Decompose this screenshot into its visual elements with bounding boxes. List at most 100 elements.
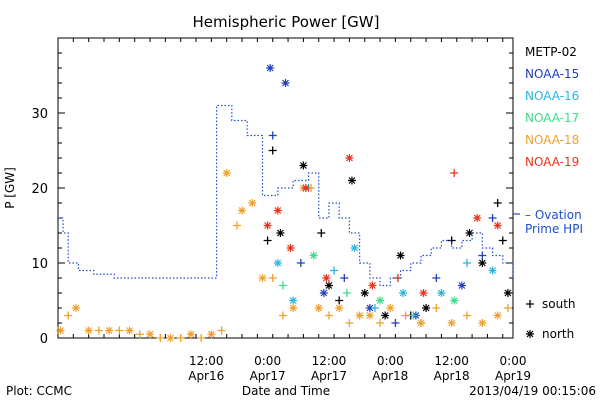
legend-entry: NOAA-15 [525,67,579,81]
data-point-star [376,296,385,305]
series-noaa-16 [273,184,497,327]
data-point-plus [217,326,226,335]
data-point-plus [526,300,534,308]
ovation-step-line [58,104,514,287]
data-point-plus [176,334,185,342]
data-point-star [419,289,428,297]
y-axis-label: P [GW] [3,167,17,209]
data-point-star [309,251,318,260]
data-point-star [526,330,534,338]
data-point-star [286,244,295,252]
data-point-star [355,311,364,320]
data-point-star [105,326,114,335]
x-axis-label: Date and Time [242,384,330,398]
x-tick-label-time: 0:00 [500,354,527,368]
data-point-plus [232,221,241,230]
x-tick-label-date: Apr17 [250,369,286,383]
series-noaa-15 [266,64,497,327]
data-point-star [335,304,344,312]
data-point-star [71,304,80,312]
data-point-plus [488,214,497,222]
data-point-star [488,266,497,275]
data-point-plus [330,266,339,275]
data-point-star [314,304,323,312]
legend-ovation: Prime HPI [525,222,583,236]
data-point-star [457,281,466,290]
x-tick-label-time: 12:00 [189,354,224,368]
data-point-star [258,274,267,282]
data-point-star [289,304,298,312]
data-point-star [381,311,390,320]
data-point-star [493,311,502,320]
data-point-star [322,274,331,282]
data-point-plus [340,274,349,282]
series-metp-02 [263,146,512,320]
x-tick-label-date: Apr18 [372,369,408,383]
data-point-star [360,289,369,297]
data-point-plus [401,311,410,320]
legend-entry: NOAA-17 [525,111,579,125]
data-point-star [324,281,333,290]
data-point-star [350,244,359,252]
data-point-star [386,304,395,312]
data-point-star [416,319,425,327]
data-point-star [347,176,356,185]
data-point-plus [268,131,277,140]
data-point-star [368,281,377,290]
data-point-star [222,169,231,177]
data-point-plus [135,330,144,339]
data-point-star [422,304,431,312]
x-tick-label-time: 0:00 [254,354,281,368]
x-tick-label-date: Apr16 [188,369,224,383]
y-tick-label: 20 [31,182,48,197]
chart-title: Hemispheric Power [GW] [193,13,380,31]
legend: METP-02 NOAA-15 NOAA-16 NOAA-17 NOAA-18 NOAA-… [513,45,583,341]
x-tick-label-date: Apr19 [495,369,531,383]
data-point-star [289,296,298,305]
data-point-plus [64,311,73,320]
data-point-star [238,206,247,215]
data-point-star [465,229,474,237]
legend-entry: NOAA-18 [525,133,579,147]
data-point-plus [268,146,277,155]
data-point-star [301,184,310,192]
data-point-star [84,326,93,335]
data-point-star [319,289,328,297]
data-point-star [56,326,65,335]
plot-timestamp: 2013/04/19 00:15:06 [469,384,596,398]
data-point-star [207,330,216,339]
data-point-plus [263,236,272,245]
data-point-plus [296,259,305,267]
legend-entry: NOAA-16 [525,89,579,103]
data-point-star [493,221,502,230]
data-point-plus [450,169,459,177]
data-point-star [503,289,512,297]
data-point-plus [432,304,441,312]
data-point-plus [335,296,344,305]
data-point-plus [268,274,277,282]
y-axis: 0 10 20 30 [31,37,513,347]
data-point-plus [376,319,385,327]
marker-legend-label: south [542,297,576,311]
data-point-star [146,330,155,339]
y-tick-label: 0 [40,332,48,347]
x-tick-label-time: 12:00 [434,354,469,368]
data-point-plus [478,251,487,260]
plot-credit: Plot: CCMC [6,384,72,398]
data-point-star [396,251,405,260]
data-point-plus [498,236,507,245]
data-point-star [273,259,282,267]
data-point-plus [345,319,354,327]
data-point-plus [462,311,471,320]
data-point-plus [342,289,351,297]
series-noaa-19 [263,154,502,297]
x-tick-label-time: 12:00 [312,354,347,368]
legend-entry: NOAA-19 [525,155,579,169]
data-point-star [276,229,285,237]
x-axis: 12:00Apr160:00Apr1712:00Apr170:00Apr1812… [57,38,531,383]
data-point-star [473,214,482,222]
data-point-star [345,154,354,162]
data-point-plus [391,319,400,327]
series-noaa-17 [278,251,459,320]
